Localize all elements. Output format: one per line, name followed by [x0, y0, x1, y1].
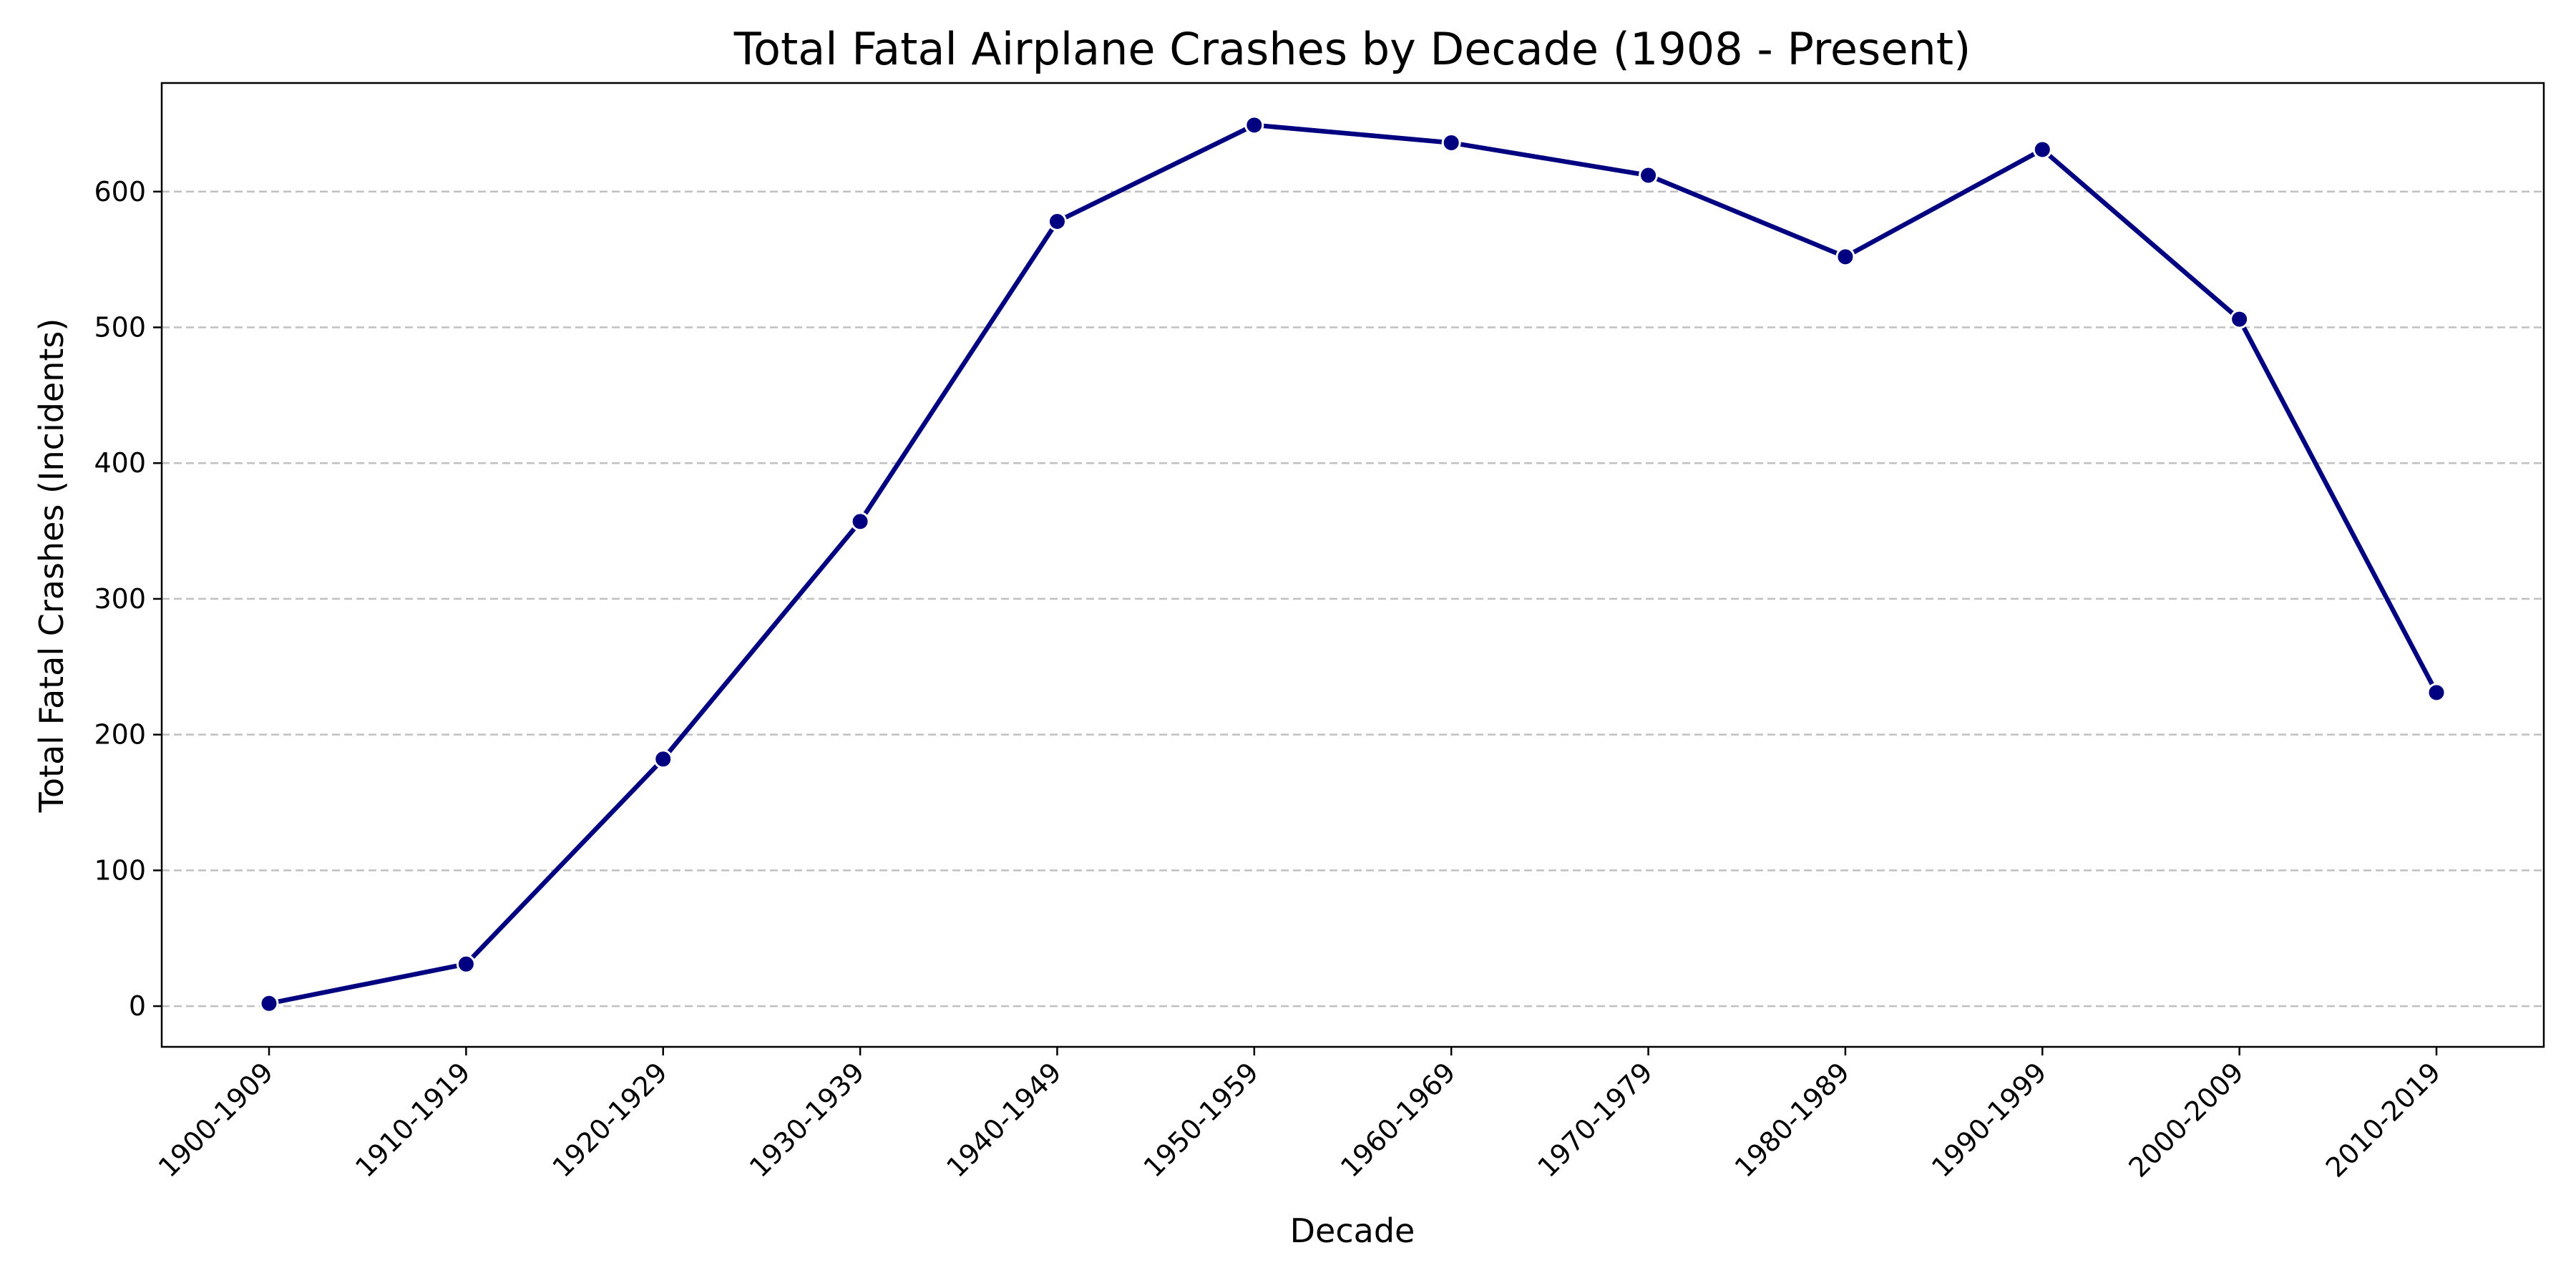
data-point	[1835, 247, 1855, 267]
x-tick-label: 2010-2019	[2320, 1056, 2447, 1184]
data-point	[2426, 683, 2446, 703]
x-tick-label: 1940-1949	[940, 1056, 1068, 1184]
x-tick-label: 1960-1969	[1335, 1056, 1462, 1184]
x-tick-label: 1920-1929	[547, 1056, 674, 1184]
x-axis: 1900-1909 1910-1919 1920-1929 1930-1939 1940…	[152, 1047, 2447, 1184]
x-tick-label: 1910-1919	[349, 1056, 477, 1184]
y-tick-label: 600	[94, 176, 146, 208]
x-tick-label: 1970-1979	[1531, 1056, 1659, 1184]
y-tick-label: 500	[94, 311, 146, 343]
data-point	[1639, 165, 1659, 185]
y-axis: 0 100 200 300 400 500 600	[94, 176, 162, 1022]
data-point	[1047, 212, 1067, 232]
data-point	[1244, 115, 1264, 135]
x-tick-label: 1990-1999	[1926, 1056, 2053, 1184]
plot-frame	[160, 82, 2545, 1048]
data-point	[456, 954, 476, 974]
data-point	[1441, 132, 1461, 152]
x-tick-label: 2000-2009	[2122, 1056, 2250, 1184]
y-tick-label: 100	[94, 854, 146, 886]
x-tick-label: 1900-1909	[152, 1056, 280, 1184]
data-point	[259, 993, 279, 1013]
x-tick-label: 1930-1939	[743, 1056, 871, 1184]
y-tick-label: 400	[94, 447, 146, 479]
y-tick-label: 0	[129, 990, 146, 1022]
data-point	[653, 749, 673, 769]
series-layer	[259, 115, 2446, 1013]
series-line	[266, 122, 2439, 1006]
chart-title: Total Fatal Airplane Crashes by Decade (…	[733, 23, 1971, 75]
x-tick-label: 1980-1989	[1729, 1056, 1856, 1184]
x-axis-label: Decade	[1290, 1211, 1415, 1250]
x-tick-label: 1950-1959	[1138, 1056, 1265, 1184]
grid-layer	[162, 190, 2544, 1008]
y-tick-label: 300	[94, 583, 146, 615]
y-axis-label: Total Fatal Crashes (Incidents)	[32, 318, 71, 814]
data-point	[2230, 309, 2250, 329]
data-point	[2032, 140, 2052, 160]
data-point	[850, 512, 870, 532]
y-tick-label: 200	[94, 719, 146, 751]
